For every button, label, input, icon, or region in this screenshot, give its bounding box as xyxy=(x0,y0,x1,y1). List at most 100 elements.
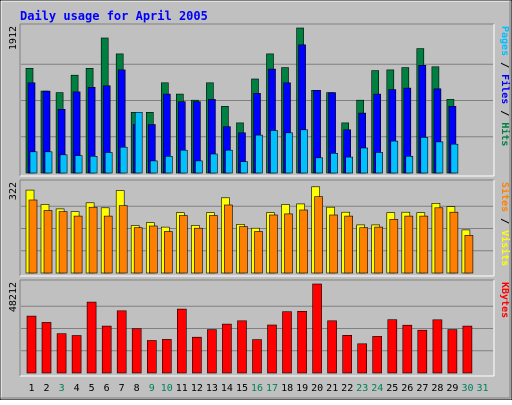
bar-sites xyxy=(73,215,83,274)
x-tick-label: 23 xyxy=(356,383,368,394)
bar-pages xyxy=(44,151,53,174)
bar-kbytes xyxy=(312,283,322,374)
bar-pages xyxy=(150,160,158,174)
bar-pages xyxy=(330,153,338,174)
bar-sites xyxy=(28,199,38,274)
bar-pages xyxy=(315,157,323,174)
bar-sites xyxy=(449,211,459,274)
x-tick-label: 11 xyxy=(176,383,188,394)
legend-label-part: / xyxy=(499,104,510,122)
bar-kbytes xyxy=(252,339,262,374)
bar-pages xyxy=(360,147,369,174)
bar-sites xyxy=(254,231,263,274)
bar-sites xyxy=(419,215,429,274)
bar-kbytes xyxy=(147,340,157,374)
bar-pages xyxy=(195,160,203,174)
x-tick-label: 20 xyxy=(311,383,323,394)
bar-sites xyxy=(179,215,188,274)
bar-kbytes xyxy=(222,323,232,374)
panel-hits-files-pages: 1912 Pages / Files / Hits xyxy=(8,23,511,177)
bar-pages xyxy=(210,153,218,174)
legend-label-part: KBytes xyxy=(499,282,510,318)
bar-sites xyxy=(464,235,474,274)
x-tick-label: 16 xyxy=(251,383,263,394)
bar-pages xyxy=(390,140,399,174)
bar-kbytes xyxy=(402,324,413,374)
bar-pages xyxy=(375,152,384,174)
x-tick-label: 26 xyxy=(401,383,413,394)
panel-legend-label: Sites / Visits xyxy=(499,182,511,266)
x-tick-label: 19 xyxy=(296,383,308,394)
bar-kbytes xyxy=(432,319,443,374)
bar-pages xyxy=(255,134,263,174)
bar-pages xyxy=(300,129,308,174)
bar-sites xyxy=(133,227,143,274)
x-tick-label: 21 xyxy=(326,383,338,394)
bar-pages xyxy=(29,151,38,174)
x-tick-label: 3 xyxy=(59,383,65,394)
bar-sites xyxy=(344,215,354,274)
bar-pages xyxy=(165,156,173,174)
bar-sites xyxy=(43,210,53,274)
bar-kbytes xyxy=(297,310,307,374)
bar-kbytes xyxy=(372,336,383,374)
legend-label-part: / xyxy=(499,56,510,74)
legend-label-part: Sites xyxy=(499,182,511,212)
y-max-label: 322 xyxy=(8,182,19,200)
x-tick-label: 25 xyxy=(386,383,398,394)
x-tick-label: 15 xyxy=(236,383,248,394)
bar-pages xyxy=(420,137,429,174)
bar-kbytes xyxy=(41,322,52,374)
y-max-label: 48212 xyxy=(8,282,19,312)
x-tick-label: 2 xyxy=(43,383,49,394)
x-tick-label: 24 xyxy=(371,383,383,394)
bar-pages xyxy=(240,161,248,174)
x-tick-label: 30 xyxy=(461,383,473,394)
bar-sites xyxy=(103,215,113,274)
x-tick-label: 17 xyxy=(266,383,278,394)
chart-title: Daily usage for April 2005 xyxy=(20,9,208,23)
x-tick-label: 1 xyxy=(28,383,34,394)
bar-kbytes xyxy=(192,336,202,374)
bar-kbytes xyxy=(71,335,82,374)
panel-legend-label: KBytes xyxy=(499,282,510,318)
bar-kbytes xyxy=(56,333,67,374)
x-tick-label: 10 xyxy=(161,383,173,394)
bar-pages xyxy=(405,156,414,174)
bar-kbytes xyxy=(267,324,277,374)
x-tick-label: 18 xyxy=(281,383,293,394)
x-tick-label: 4 xyxy=(74,383,80,394)
bar-pages xyxy=(435,141,444,174)
panel-legend-label: Pages / Files / Hits xyxy=(499,26,511,146)
bar-pages xyxy=(74,155,83,174)
bar-pages xyxy=(134,112,143,174)
bar-kbytes xyxy=(282,311,292,374)
bar-sites xyxy=(284,213,293,274)
bars-visits-sites xyxy=(25,186,474,274)
bar-kbytes xyxy=(86,301,97,374)
x-axis: 1 2 3 4 5 6 7 8 9 10 11 12 13 14 15 16 17 18 19 20 21 22 23 24 2… xyxy=(28,383,488,394)
bar-sites xyxy=(58,211,68,274)
bar-pages xyxy=(225,149,233,174)
bar-kbytes xyxy=(177,308,187,374)
bar-sites xyxy=(329,214,338,274)
x-tick-label: 7 xyxy=(119,383,125,394)
bar-pages xyxy=(104,152,113,174)
bar-sites xyxy=(88,206,98,274)
bar-pages xyxy=(450,143,459,174)
bar-kbytes xyxy=(357,343,368,374)
bar-sites xyxy=(374,226,384,274)
bar-pages xyxy=(345,156,354,174)
bar-sites xyxy=(434,207,444,274)
bar-sites xyxy=(404,215,414,274)
bar-sites xyxy=(359,227,369,274)
x-tick-label: 5 xyxy=(89,383,95,394)
x-tick-label: 28 xyxy=(431,383,443,394)
bar-sites xyxy=(194,227,203,274)
bar-sites xyxy=(269,214,278,274)
bar-kbytes xyxy=(116,310,127,374)
x-tick-label: 31 xyxy=(476,383,488,394)
panel-kbytes: 48212 KBytes xyxy=(8,279,510,377)
